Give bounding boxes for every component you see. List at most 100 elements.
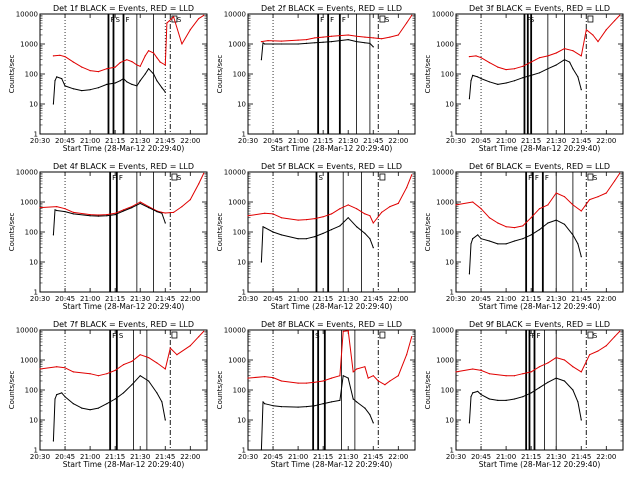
panel-title: Det 4f BLACK = Events, RED = LLD xyxy=(53,162,194,171)
data-point xyxy=(322,403,324,405)
data-point xyxy=(605,192,607,194)
data-point xyxy=(203,330,205,332)
data-point xyxy=(488,62,490,64)
x-tick-label: 21:00 xyxy=(496,137,516,145)
y-tick-label: 1000 xyxy=(20,199,38,207)
data-point xyxy=(198,183,200,185)
data-point xyxy=(81,407,83,409)
panel-title: Det 7f BLACK = Events, RED = LLD xyxy=(53,320,194,329)
data-point xyxy=(538,72,541,74)
data-point xyxy=(614,20,616,22)
data-point xyxy=(203,14,205,16)
data-point xyxy=(144,73,146,75)
data-point xyxy=(139,354,141,356)
data-point xyxy=(262,42,264,44)
data-point xyxy=(572,366,574,368)
data-point xyxy=(614,336,616,338)
data-point xyxy=(347,34,349,36)
data-point xyxy=(272,213,274,215)
y-tick-label: 10000 xyxy=(432,11,454,19)
data-point xyxy=(203,172,205,174)
data-point xyxy=(330,229,333,231)
data-point xyxy=(106,83,108,85)
data-point xyxy=(472,201,474,203)
panel-title: Det 9f BLACK = Events, RED = LLD xyxy=(469,320,610,329)
data-point xyxy=(314,381,316,383)
data-point xyxy=(513,375,516,377)
data-point xyxy=(577,76,579,78)
lld-line xyxy=(455,173,621,229)
y-tick-label: 100 xyxy=(25,71,38,79)
y-tick-label: 10000 xyxy=(16,327,38,335)
data-point xyxy=(530,234,532,236)
x-axis-label: Start Time (28-Mar-12 20:29:40) xyxy=(271,144,393,153)
data-point xyxy=(156,57,158,59)
data-point xyxy=(513,227,516,229)
x-tick-label: 21:30 xyxy=(338,295,358,303)
data-point xyxy=(81,90,83,92)
marker-annotation: S xyxy=(115,16,120,24)
data-point xyxy=(198,336,200,338)
data-point xyxy=(470,80,472,82)
data-point xyxy=(119,80,121,82)
data-point xyxy=(247,215,249,217)
data-point xyxy=(538,229,541,231)
data-point xyxy=(555,52,557,54)
data-point xyxy=(572,389,574,391)
y-tick-label: 10 xyxy=(445,417,454,425)
x-tick-label: 21:00 xyxy=(80,137,100,145)
data-point xyxy=(330,41,333,43)
x-tick-label: 20:45 xyxy=(55,453,75,461)
data-point xyxy=(538,208,541,210)
data-point xyxy=(114,398,116,400)
data-point xyxy=(106,215,108,217)
data-point xyxy=(272,405,274,407)
data-point xyxy=(136,85,138,87)
data-point xyxy=(139,375,141,377)
data-point xyxy=(52,440,55,442)
x-tick-label: 22:00 xyxy=(388,137,408,145)
data-point xyxy=(114,66,116,68)
det-panel: Det 7f BLACK = Events, RED = LLD 20:30 20:… xyxy=(8,320,208,469)
data-point xyxy=(322,36,324,38)
data-point xyxy=(397,34,399,36)
data-point xyxy=(472,74,474,76)
data-point xyxy=(89,409,91,411)
x-tick-label: 20:30 xyxy=(238,295,258,303)
data-point xyxy=(411,174,413,176)
data-point xyxy=(330,35,333,37)
y-tick-label: 1000 xyxy=(228,41,246,49)
x-tick-label: 20:30 xyxy=(446,453,466,461)
marker-annotation: F xyxy=(526,16,530,24)
marker-box xyxy=(587,173,594,181)
panel-title: Det 2f BLACK = Events, RED = LLD xyxy=(261,4,402,13)
data-point xyxy=(54,80,56,82)
data-point xyxy=(139,201,141,203)
marker-annotation: S xyxy=(318,174,323,182)
data-point xyxy=(280,40,282,42)
data-point xyxy=(488,81,490,83)
data-point xyxy=(377,380,379,382)
x-tick-label: 22:00 xyxy=(388,295,408,303)
data-point xyxy=(470,243,472,245)
y-tick-label: 10000 xyxy=(16,11,38,19)
data-point xyxy=(153,73,155,75)
x-tick-label: 20:45 xyxy=(471,137,491,145)
data-point xyxy=(530,74,532,76)
y-tick-label: 10 xyxy=(237,417,246,425)
data-point xyxy=(131,61,133,63)
data-point xyxy=(106,68,108,70)
x-tick-label: 21:15 xyxy=(313,295,333,303)
data-point xyxy=(164,368,166,370)
data-point xyxy=(619,14,621,16)
x-tick-label: 21:30 xyxy=(546,295,566,303)
data-point xyxy=(585,29,587,31)
y-tick-label: 100 xyxy=(233,387,246,395)
data-point xyxy=(106,403,108,405)
y-tick-label: 10000 xyxy=(16,169,38,177)
data-point xyxy=(260,449,262,451)
data-point xyxy=(64,396,66,398)
y-tick-label: 1000 xyxy=(228,199,246,207)
data-point xyxy=(488,240,490,242)
